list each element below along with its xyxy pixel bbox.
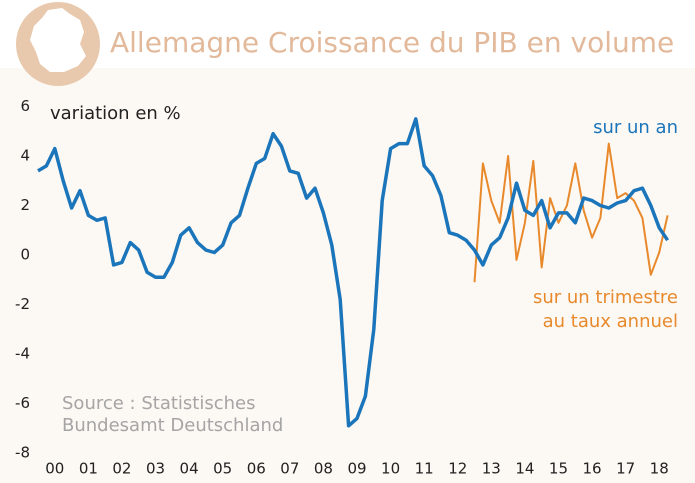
x-tick-label: 02 bbox=[112, 460, 131, 478]
chart-title: Allemagne Croissance du PIB en volume bbox=[110, 26, 674, 59]
x-tick-label: 01 bbox=[79, 460, 98, 478]
y-tick-label: 4 bbox=[20, 147, 30, 165]
y-tick-label: -6 bbox=[15, 394, 30, 412]
series-line bbox=[473, 142, 669, 283]
series-label: sur un trimestre bbox=[533, 287, 678, 308]
x-tick-label: 18 bbox=[650, 460, 669, 478]
x-tick-label: 11 bbox=[415, 460, 434, 478]
x-tick-label: 07 bbox=[280, 460, 299, 478]
x-tick-label: 06 bbox=[247, 460, 266, 478]
y-tick-label: -4 bbox=[15, 345, 30, 363]
y-axis-label: variation en % bbox=[50, 103, 181, 124]
x-tick-label: 08 bbox=[314, 460, 333, 478]
source-note: Source : Statistisches bbox=[62, 393, 255, 414]
y-tick-label: 2 bbox=[20, 196, 30, 214]
x-tick-label: 03 bbox=[146, 460, 165, 478]
x-tick-label: 14 bbox=[515, 460, 534, 478]
x-tick-label: 16 bbox=[583, 460, 602, 478]
y-tick-label: -2 bbox=[15, 295, 30, 313]
x-tick-label: 00 bbox=[45, 460, 64, 478]
x-tick-label: 09 bbox=[347, 460, 366, 478]
x-tick-label: 17 bbox=[616, 460, 635, 478]
series-label: au taux annuel bbox=[543, 311, 678, 332]
germany-shape bbox=[30, 8, 86, 72]
y-tick-label: 6 bbox=[20, 97, 30, 115]
series-line bbox=[37, 117, 670, 428]
series-label: sur un an bbox=[593, 117, 678, 138]
x-tick-label: 12 bbox=[448, 460, 467, 478]
x-tick-label: 13 bbox=[482, 460, 501, 478]
y-tick-label: 0 bbox=[20, 246, 30, 264]
x-tick-label: 10 bbox=[381, 460, 400, 478]
x-tick-label: 04 bbox=[180, 460, 199, 478]
y-tick-label: -8 bbox=[15, 444, 30, 462]
source-note: Bundesamt Deutschland bbox=[62, 415, 283, 436]
x-tick-label: 05 bbox=[213, 460, 232, 478]
x-tick-label: 15 bbox=[549, 460, 568, 478]
